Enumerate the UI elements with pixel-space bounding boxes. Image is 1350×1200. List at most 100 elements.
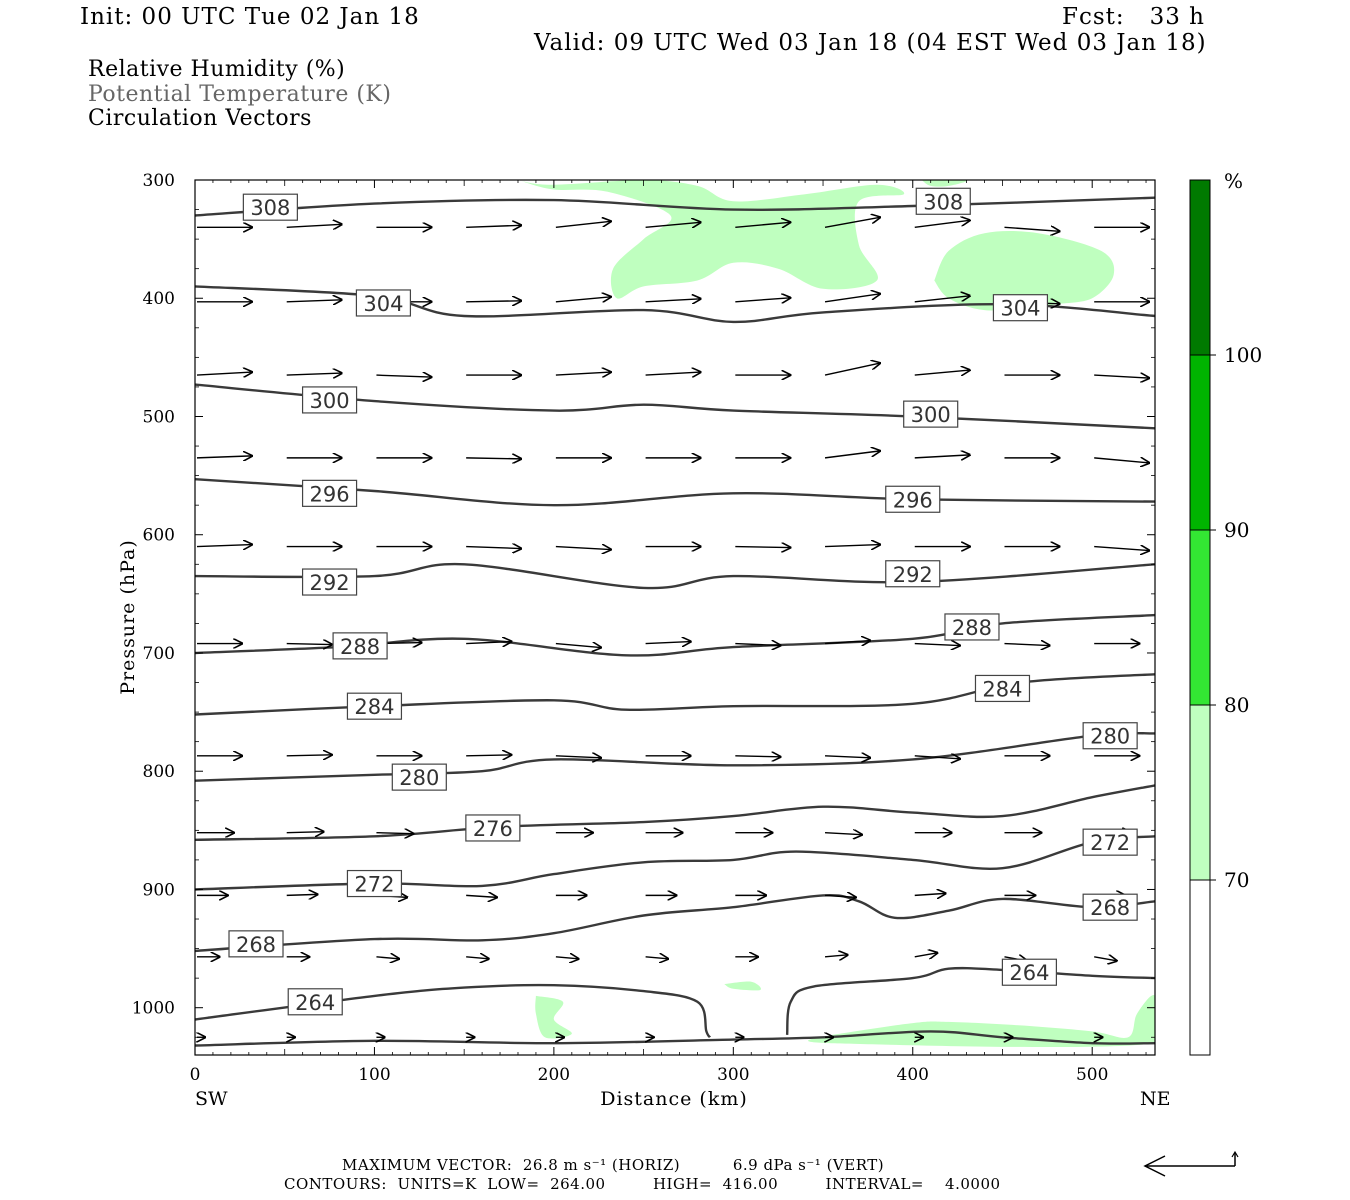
isentrope-label: 292 (885, 560, 941, 588)
circulation-vector (645, 299, 701, 302)
isentrope-label-text: 296 (310, 482, 350, 506)
y-tick-label: 600 (143, 526, 175, 546)
isentrope-label-text: 296 (893, 488, 933, 512)
circulation-vector (286, 755, 332, 756)
x-tick-label: 400 (897, 1065, 929, 1085)
isentrope-label-box (944, 613, 1000, 641)
circulation-vector (1094, 547, 1149, 551)
colorbar-label: 100 (1224, 343, 1262, 367)
circulation-vector (824, 895, 856, 897)
isentrope-label: 296 (885, 485, 941, 513)
circulation-vector (825, 756, 870, 758)
colorbar-segment-2 (1189, 529, 1211, 706)
circulation-vector (286, 832, 324, 833)
x-end-left-label: SW (195, 1088, 228, 1110)
legend-relative-humidity: Relative Humidity (%) (88, 57, 346, 82)
circulation-vector (914, 893, 946, 895)
circulation-vector (286, 373, 342, 375)
isentrope-280-7 (195, 731, 1155, 782)
colorbar-segment-4 (1189, 879, 1211, 1056)
isentrope-label-text: 288 (952, 616, 992, 640)
humidity-region-1 (921, 180, 968, 187)
y-tick-label: 300 (143, 171, 175, 191)
isentrope-label-box (332, 632, 388, 660)
isentrope-label-text: 304 (363, 292, 403, 316)
humidity-region-0 (521, 180, 905, 299)
isentrope-label: 280 (1082, 722, 1138, 750)
isentrope-label-text: 308 (923, 190, 963, 214)
x-tick-label: 200 (538, 1065, 570, 1085)
isentrope-label: 272 (346, 869, 403, 898)
isentrope-label: 304 (992, 294, 1049, 322)
isentrope-label-box (903, 400, 959, 428)
isentrope-272-9 (195, 835, 1155, 891)
isentrope-label-box (242, 193, 298, 221)
isentrope-label-text: 264 (1009, 961, 1049, 985)
circulation-vector (466, 755, 511, 756)
circulation-vector (824, 363, 880, 376)
circulation-vector (196, 456, 252, 458)
circulation-vector (286, 224, 342, 227)
footer-contours: CONTOURS: UNITS=K LOW= 264.00 HIGH= 416.… (284, 1175, 1001, 1193)
isentrope-label: 308 (242, 193, 298, 221)
isentrope-label-box (346, 869, 403, 898)
isentrope-label-text: 264 (295, 991, 335, 1015)
circulation-vector (914, 455, 970, 458)
circulation-vector (466, 895, 497, 897)
circulation-vector (466, 225, 521, 227)
circulation-vector (914, 644, 960, 646)
isentrope-label: 268 (1082, 893, 1138, 921)
isentrope-label-text: 272 (354, 873, 394, 897)
circulation-vector (376, 833, 413, 834)
footer-max-vector: MAXIMUM VECTOR: 26.8 m s⁻¹ (HORIZ) 6.9 d… (342, 1156, 885, 1174)
colorbar-unit: % (1224, 169, 1243, 193)
isentrope-label-box (1082, 828, 1138, 856)
isentrope-label-box (301, 479, 358, 507)
x-axis-title: Distance (km) (600, 1088, 748, 1110)
isentrope-264b-12 (785, 966, 1155, 1036)
legend-circulation-vectors: Circulation Vectors (88, 106, 312, 131)
isentrope-label-box (287, 988, 343, 1016)
circulation-vector (914, 296, 970, 303)
isentrope-label-text: 292 (310, 571, 350, 595)
y-tick-label: 400 (143, 289, 175, 309)
colorbar-segment-0 (1189, 179, 1211, 356)
isentrope-layer (195, 196, 1155, 1047)
humidity-region-3 (535, 995, 572, 1039)
isentrope-label-box (885, 485, 941, 513)
isentrope-label: 276 (465, 814, 521, 842)
circulation-vector (555, 957, 579, 959)
circulation-vector (914, 756, 960, 759)
circulation-vector (1094, 458, 1149, 463)
x-end-right-label: NE (1140, 1088, 1171, 1110)
isentrope-label-text: 268 (236, 933, 276, 957)
isentrope-276-8 (195, 784, 1155, 841)
isentrope-label: 288 (332, 632, 388, 660)
isentrope-label: 284 (974, 674, 1031, 703)
reference-vector (1143, 1150, 1239, 1177)
isentrope-label: 304 (355, 289, 412, 317)
x-tick-label: 500 (1076, 1065, 1108, 1085)
isentrope-264-11 (195, 983, 712, 1039)
isentrope-label-box (355, 289, 412, 317)
circulation-vector (555, 644, 601, 648)
circulation-vector (466, 458, 521, 459)
isentrope-label: 292 (301, 568, 358, 596)
circulation-vector (376, 375, 431, 377)
init-time: Init: 00 UTC Tue 02 Jan 18 (80, 4, 420, 30)
isentrope-label-text: 284 (354, 695, 394, 719)
isentrope-label: 308 (915, 187, 971, 215)
y-tick-label: 1000 (132, 999, 175, 1019)
circulation-vector (555, 221, 611, 228)
x-tick-label: 300 (717, 1065, 749, 1085)
isentrope-label: 264 (1001, 958, 1057, 986)
isentrope-label-text: 280 (1090, 725, 1130, 749)
axes: 300 400 500 600 700 800 900 1000 0 100 200 300 400 50… (132, 171, 1155, 1085)
isentrope-label-box (301, 386, 358, 414)
y-axis-title: Pressure (hPa) (117, 539, 139, 695)
circulation-vector (1004, 227, 1059, 231)
circulation-vector (466, 642, 511, 644)
x-tick-label: 100 (358, 1065, 390, 1085)
isentrope-label-box (885, 560, 941, 588)
